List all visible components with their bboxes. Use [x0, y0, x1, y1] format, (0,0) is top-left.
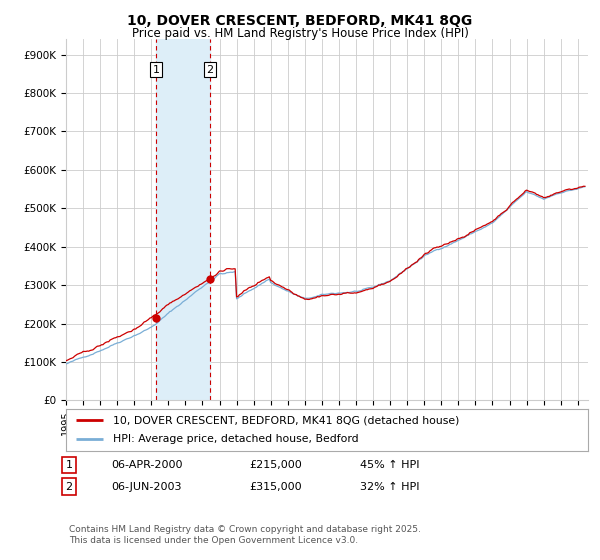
Text: 2: 2 — [206, 65, 214, 75]
Text: 06-APR-2000: 06-APR-2000 — [111, 460, 182, 470]
Text: Price paid vs. HM Land Registry's House Price Index (HPI): Price paid vs. HM Land Registry's House … — [131, 27, 469, 40]
Text: 10, DOVER CRESCENT, BEDFORD, MK41 8QG (detached house): 10, DOVER CRESCENT, BEDFORD, MK41 8QG (d… — [113, 415, 460, 425]
Text: 1: 1 — [65, 460, 73, 470]
Text: 06-JUN-2003: 06-JUN-2003 — [111, 482, 182, 492]
Text: 45% ↑ HPI: 45% ↑ HPI — [360, 460, 419, 470]
Text: 10, DOVER CRESCENT, BEDFORD, MK41 8QG: 10, DOVER CRESCENT, BEDFORD, MK41 8QG — [127, 14, 473, 28]
Text: HPI: Average price, detached house, Bedford: HPI: Average price, detached house, Bedf… — [113, 435, 359, 445]
Text: £315,000: £315,000 — [249, 482, 302, 492]
Bar — [156, 39, 210, 400]
Text: 1: 1 — [152, 65, 160, 75]
Text: £215,000: £215,000 — [249, 460, 302, 470]
Text: 2: 2 — [65, 482, 73, 492]
Text: Contains HM Land Registry data © Crown copyright and database right 2025.
This d: Contains HM Land Registry data © Crown c… — [69, 525, 421, 545]
Text: 32% ↑ HPI: 32% ↑ HPI — [360, 482, 419, 492]
